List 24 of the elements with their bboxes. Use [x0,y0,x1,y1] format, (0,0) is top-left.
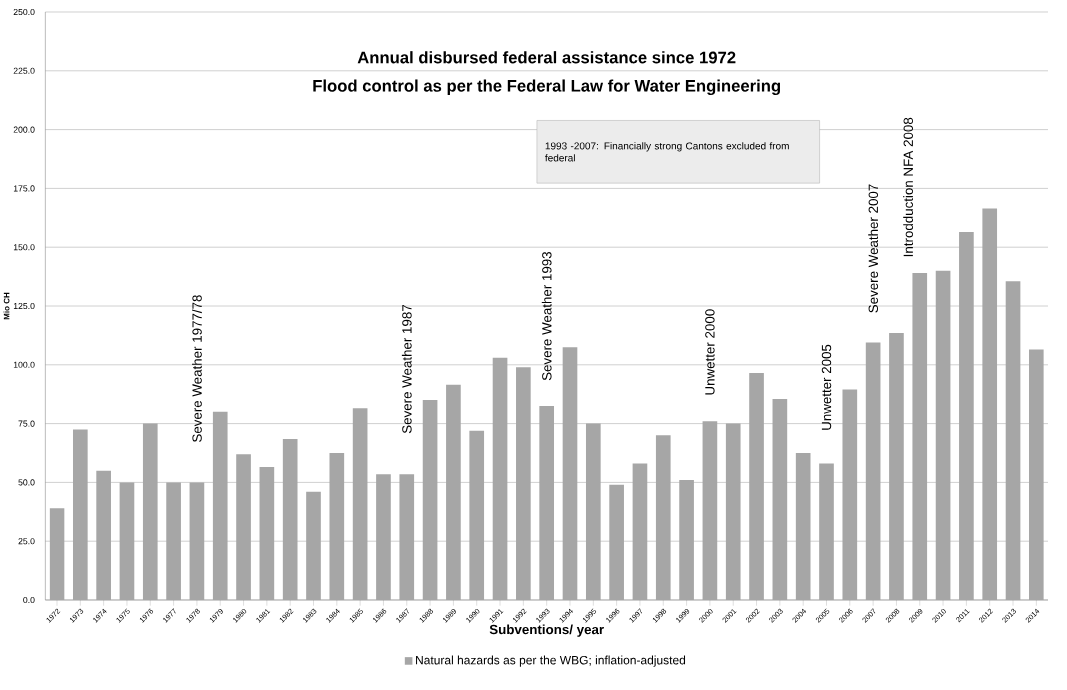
annotation: 1993 -2007: Financially strong Cantons excluded from federal [545,142,789,162]
y-tick-label: 0.0 [23,596,35,604]
text: Annual disbursed federal assistance since 1972 [357,51,736,64]
annotation: Introdduction NFA 2008 [903,117,913,257]
annotation: Unwetter 2000 [705,309,715,395]
x-axis-title: Subventions/ year [489,624,604,637]
y-tick-label: 250.0 [13,8,35,16]
annotation: Severe Weather 1993 [541,251,552,381]
y-tick-label: 75.0 [18,420,35,427]
y-tick-label: 125.0 [13,302,35,310]
legend-label: Natural hazards as per the WBG; inflation-adjusted [416,655,686,667]
y-tick-label: 150.0 [13,244,35,251]
y-axis-title: Mio CH [3,292,10,320]
y-tick-label: 200.0 [13,126,35,133]
text: Flood control as per the Federal Law for Water Engineering [313,79,781,96]
y-tick-label: 175.0 [13,185,35,192]
annotation: Unwetter 2005 [821,344,832,430]
annotation: Severe Weather 2007 [868,184,879,313]
annotation: Severe Weather 1977/78 [192,295,202,442]
annotation: Severe Weather 1987 [401,304,412,434]
y-tick-label: 25.0 [18,538,35,545]
y-tick-label: 225.0 [13,67,35,74]
y-tick-label: 100.0 [13,361,35,368]
y-tick-label: 50.0 [18,479,35,486]
